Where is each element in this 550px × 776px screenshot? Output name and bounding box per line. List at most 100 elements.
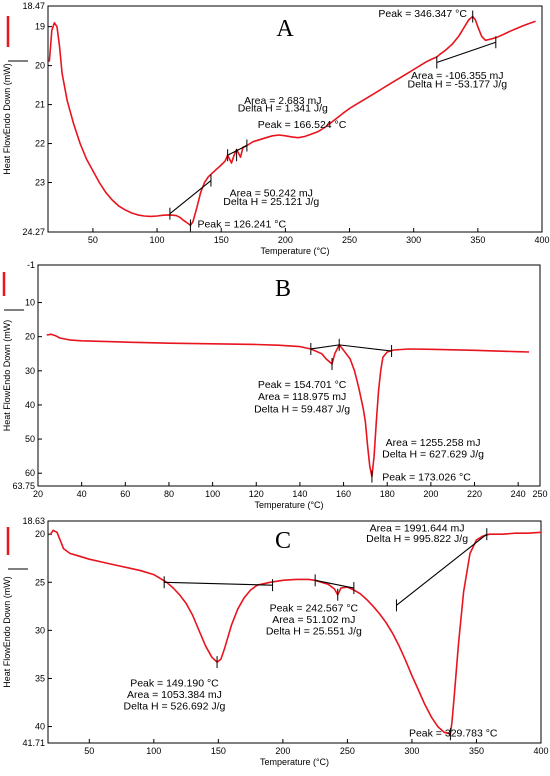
annotation-a5: Delta H = 25.121 J/g	[223, 196, 319, 208]
dsc-panel-a: 50 100 150 200 250 300 350 400 18.47 19 20 21 22 23 24…	[2, 1, 550, 256]
annotation-a4: Area = 50.242 mJ	[230, 187, 313, 199]
dsc-panel-b: 20 40 60 80 100 120 140 160 180 200 220 240 250 -1 10 2…	[2, 260, 548, 510]
x-tick-label: 350	[470, 235, 485, 245]
x-tick-label: 400	[534, 235, 549, 245]
x-tick-label: 150	[214, 235, 229, 245]
annotation-c3: Peak = 242.567 °C	[270, 602, 359, 614]
annotation-b2: Area = 118.975 mJ	[258, 391, 346, 403]
y-tick-label: 25	[35, 577, 45, 587]
annotation-c2: Delta H = 995.822 J/g	[366, 533, 468, 545]
panel-label: A	[276, 16, 294, 42]
integration-baseline	[310, 344, 340, 350]
y-tick-label: 20	[35, 529, 45, 539]
x-tick-label: 20	[33, 489, 43, 499]
dsc-panel-c: 50 100 150 200 250 300 350 400 18.63 20 25 30 35 40 41…	[2, 516, 549, 767]
annotation-b4: Area = 1255.258 mJ	[386, 437, 481, 449]
y-tick-label: 41.71	[22, 738, 45, 748]
x-tick-label: 400	[533, 746, 548, 756]
y-tick-label: 60	[25, 468, 35, 478]
x-tick-label: 120	[249, 489, 264, 499]
integration-baseline	[339, 344, 392, 352]
y-axis-label: Heat FlowEndo Down (mW)	[2, 63, 12, 175]
annotation-c5: Delta H = 25.551 J/g	[266, 625, 362, 637]
y-tick-label: 18.63	[22, 516, 45, 526]
y-tick-label: 23	[35, 178, 45, 188]
x-tick-label: 300	[404, 746, 419, 756]
x-tick-label: 200	[423, 489, 438, 499]
plot-frame	[47, 520, 542, 744]
y-tick-label: 18.47	[22, 1, 45, 11]
x-tick-label: 100	[146, 746, 161, 756]
annotation-c8: Delta H = 526.692 J/g	[124, 700, 226, 712]
y-axis-label: Heat FlowEndo Down (mW)	[2, 576, 12, 688]
y-tick-label: 10	[25, 298, 35, 308]
y-tick-label: 63.75	[12, 481, 35, 491]
y-tick-label: 20	[35, 61, 45, 71]
heat-flow-curve	[48, 15, 536, 227]
annotation-c9: Peak = 329.783 °C	[409, 727, 498, 739]
x-tick-label: 250	[342, 235, 357, 245]
integration-baseline	[169, 180, 212, 215]
x-tick-label: 250	[340, 746, 355, 756]
integration-baseline	[315, 579, 354, 589]
annotation-a2: Delta H = 1.341 J/g	[238, 103, 328, 115]
x-tick-label: 350	[469, 746, 484, 756]
x-tick-label: 240	[511, 489, 526, 499]
annotation-c7: Area = 1053.384 mJ	[127, 689, 222, 701]
x-tick-label: 60	[120, 489, 130, 499]
integration-baseline	[164, 581, 273, 586]
x-tick-label: 140	[292, 489, 307, 499]
x-axis-label: Temperature (°C)	[260, 757, 329, 767]
x-axis-label: Temperature (°C)	[260, 246, 329, 256]
x-tick-label: 50	[88, 235, 98, 245]
y-tick-label: 50	[25, 434, 35, 444]
y-tick-label: 35	[35, 673, 45, 683]
y-tick-label: 40	[25, 400, 35, 410]
x-tick-label: 200	[278, 235, 293, 245]
panel-label: B	[275, 276, 291, 302]
annotation-a8: Area = -106.355 mJ	[411, 70, 504, 82]
annotation-a6: Peak = 126.241 °C	[197, 218, 286, 230]
x-tick-label: 180	[380, 489, 395, 499]
panel-label: C	[275, 528, 291, 554]
x-tick-label: 80	[164, 489, 174, 499]
annotation-b6: Peak = 173.026 °C	[382, 471, 471, 483]
x-tick-label: 100	[205, 489, 220, 499]
integration-baseline	[227, 145, 248, 156]
x-tick-label: 200	[275, 746, 290, 756]
y-axis-label: Heat FlowEndo Down (mW)	[2, 320, 12, 432]
x-tick-label: 250	[532, 489, 547, 499]
integration-baseline	[396, 533, 488, 606]
y-tick-label: 30	[25, 366, 35, 376]
annotation-c6: Peak = 149.190 °C	[130, 677, 219, 689]
x-tick-label: 40	[77, 489, 87, 499]
y-tick-label: 30	[35, 625, 45, 635]
annotation-a3: Peak = 166.524 °C	[258, 119, 347, 131]
x-tick-label: 100	[150, 235, 165, 245]
y-tick-label: 22	[35, 139, 45, 149]
annotation-b5: Delta H = 627.629 J/g	[382, 449, 484, 461]
y-tick-label: 24.27	[22, 227, 45, 237]
annotation-a9: Delta H = -53.177 J/g	[408, 79, 508, 91]
annotation-a1: Area = 2.683 mJ	[244, 95, 321, 107]
annotation-a7: Peak = 346.347 °C	[378, 8, 467, 20]
x-tick-label: 150	[211, 746, 226, 756]
x-tick-label: 220	[467, 489, 482, 499]
y-tick-label: 19	[35, 22, 45, 32]
x-tick-label: 160	[336, 489, 351, 499]
y-tick-label: 21	[35, 100, 45, 110]
plot-frame	[47, 5, 543, 233]
y-tick-label: 40	[35, 722, 45, 732]
plot-frame	[37, 264, 541, 487]
heat-flow-curve	[49, 529, 542, 735]
x-tick-label: 300	[406, 235, 421, 245]
y-tick-label: -1	[27, 260, 35, 270]
x-axis-label: Temperature (°C)	[254, 500, 323, 510]
y-tick-label: 20	[25, 332, 35, 342]
annotation-c1: Area = 1991.644 mJ	[370, 522, 465, 534]
annotation-c4: Area = 51.102 mJ	[272, 614, 355, 626]
integration-baseline	[436, 41, 496, 64]
heat-flow-curve	[46, 333, 530, 478]
annotation-b3: Delta H = 59.487 J/g	[254, 403, 350, 415]
